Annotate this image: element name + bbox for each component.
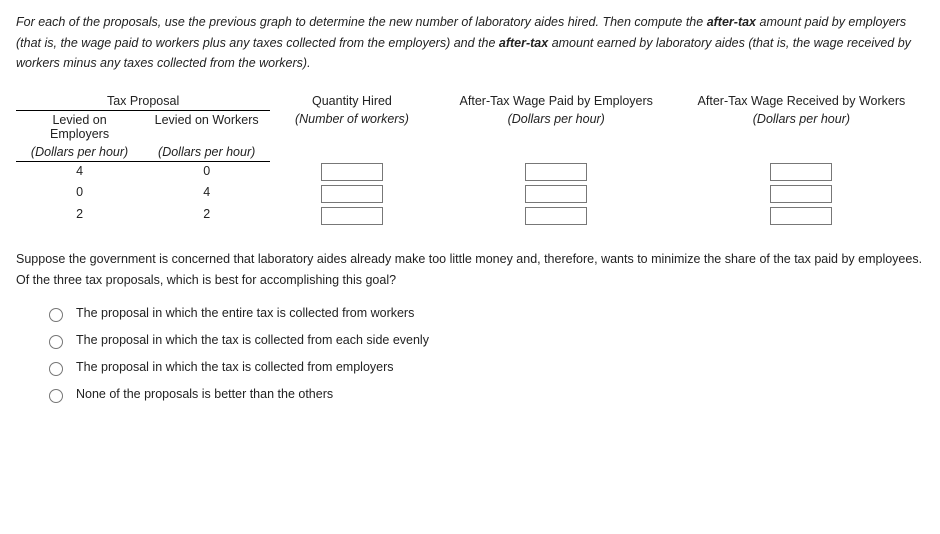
subheader-levied-employers: Levied on Employers	[16, 110, 143, 143]
cell-levied-employers: 0	[16, 183, 143, 205]
input-wage-paid[interactable]	[525, 163, 587, 181]
option-label: The proposal in which the entire tax is …	[76, 306, 414, 320]
option-label: The proposal in which the tax is collect…	[76, 333, 429, 347]
subheader-qty-unit: (Number of workers)	[270, 110, 433, 143]
options-group: The proposal in which the entire tax is …	[16, 305, 924, 403]
input-quantity-hired[interactable]	[321, 163, 383, 181]
header-tax-proposal: Tax Proposal	[16, 92, 270, 111]
cell-levied-workers: 4	[143, 183, 270, 205]
option-label: The proposal in which the tax is collect…	[76, 360, 394, 374]
subheader-wrk-unit: (Dollars per hour)	[143, 143, 270, 162]
subheader-emp-unit: (Dollars per hour)	[16, 143, 143, 162]
cell-levied-employers: 2	[16, 205, 143, 227]
option-radio[interactable]	[49, 335, 63, 349]
header-wage-paid: After-Tax Wage Paid by Employers	[434, 92, 679, 111]
intro-paragraph: For each of the proposals, use the previ…	[16, 12, 924, 74]
input-wage-paid[interactable]	[525, 207, 587, 225]
option-row: The proposal in which the tax is collect…	[44, 332, 924, 349]
input-wage-received[interactable]	[770, 185, 832, 203]
option-radio[interactable]	[49, 389, 63, 403]
input-quantity-hired[interactable]	[321, 185, 383, 203]
cell-levied-workers: 0	[143, 161, 270, 183]
cell-levied-employers: 4	[16, 161, 143, 183]
cell-levied-workers: 2	[143, 205, 270, 227]
input-quantity-hired[interactable]	[321, 207, 383, 225]
input-wage-received[interactable]	[770, 163, 832, 181]
option-row: The proposal in which the tax is collect…	[44, 359, 924, 376]
subheader-paid-unit: (Dollars per hour)	[434, 110, 679, 143]
option-row: None of the proposals is better than the…	[44, 386, 924, 403]
header-quantity-hired: Quantity Hired	[270, 92, 433, 111]
option-radio[interactable]	[49, 362, 63, 376]
subheader-levied-workers: Levied on Workers	[143, 110, 270, 143]
tax-proposal-table: Tax Proposal Quantity Hired After-Tax Wa…	[16, 92, 924, 228]
table-body: 400422	[16, 161, 924, 227]
option-row: The proposal in which the entire tax is …	[44, 305, 924, 322]
input-wage-received[interactable]	[770, 207, 832, 225]
option-label: None of the proposals is better than the…	[76, 387, 333, 401]
subheader-recv-unit: (Dollars per hour)	[679, 110, 924, 143]
header-wage-received: After-Tax Wage Received by Workers	[679, 92, 924, 111]
option-radio[interactable]	[49, 308, 63, 322]
input-wage-paid[interactable]	[525, 185, 587, 203]
table-row: 22	[16, 205, 924, 227]
table-row: 40	[16, 161, 924, 183]
question-text: Suppose the government is concerned that…	[16, 249, 924, 290]
table-row: 04	[16, 183, 924, 205]
